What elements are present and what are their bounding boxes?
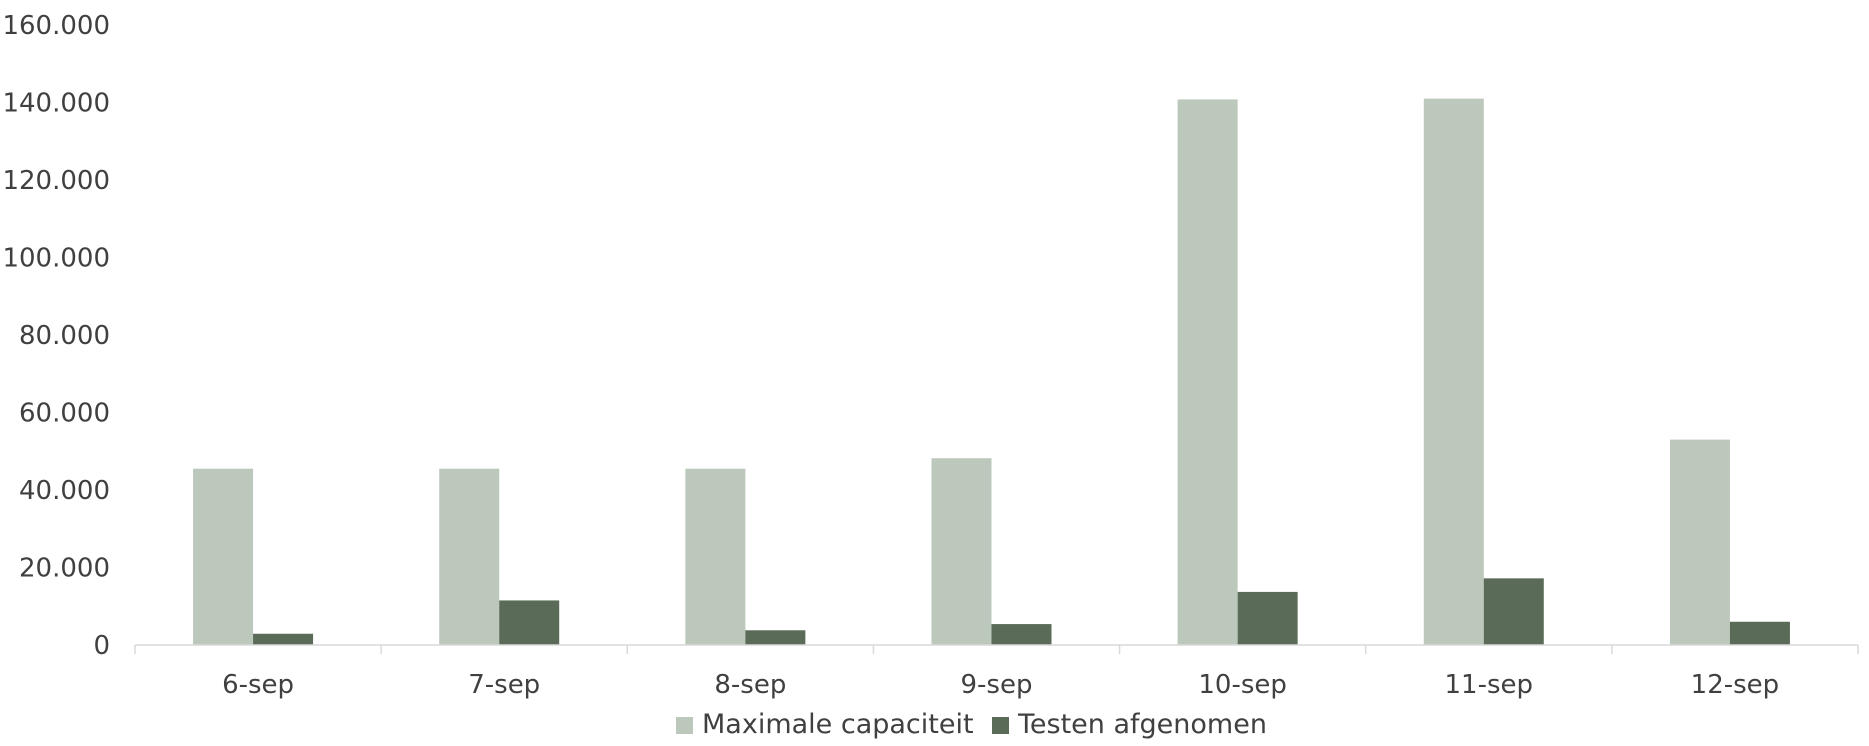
bar-maximale-capaciteit — [1669, 439, 1730, 645]
bar-maximale-capaciteit — [193, 468, 254, 645]
bar-testen-afgenomen — [1483, 578, 1544, 645]
x-tick-label: 10-sep — [1198, 670, 1287, 700]
bar-testen-afgenomen — [745, 630, 806, 645]
x-tick-label: 6-sep — [222, 670, 294, 700]
bar-testen-afgenomen — [1729, 621, 1790, 645]
y-tick-label: 140.000 — [2, 89, 110, 119]
x-tick-label: 12-sep — [1691, 670, 1780, 700]
bar-testen-afgenomen — [253, 633, 314, 645]
legend-swatch — [676, 717, 693, 734]
legend: Maximale capaciteit Testen afgenomen — [676, 709, 1267, 740]
legend-label: Maximale capaciteit — [702, 709, 974, 740]
y-tick-label: 120.000 — [2, 166, 110, 196]
legend-label: Testen afgenomen — [1017, 709, 1267, 740]
y-tick-label: 100.000 — [2, 244, 110, 274]
x-tick-label: 8-sep — [714, 670, 786, 700]
bar-maximale-capaciteit — [439, 468, 500, 645]
y-tick-label: 160.000 — [2, 11, 110, 41]
y-tick-label: 80.000 — [19, 321, 110, 351]
x-tick-label: 7-sep — [468, 670, 540, 700]
bar-maximale-capaciteit — [931, 458, 992, 645]
y-tick-label: 40.000 — [19, 476, 110, 506]
y-tick-label: 0 — [93, 631, 110, 661]
bar-testen-afgenomen — [991, 624, 1052, 645]
bar-maximale-capaciteit — [1177, 99, 1238, 645]
legend-swatch — [992, 717, 1009, 734]
x-axis: 6-sep 7-sep 8-sep 9-sep 10-sep 11-sep 12-sep — [134, 644, 1859, 700]
x-tick-label: 11-sep — [1445, 670, 1534, 700]
y-tick-label: 60.000 — [19, 399, 110, 429]
bars — [193, 98, 1790, 645]
bar-testen-afgenomen — [499, 600, 560, 645]
bar-maximale-capaciteit — [685, 468, 746, 645]
y-axis: 0 20.000 40.000 60.000 80.000 100.000 120.000 1… — [2, 11, 110, 661]
bar-testen-afgenomen — [1237, 591, 1298, 645]
y-tick-label: 20.000 — [19, 554, 110, 584]
bar-maximale-capaciteit — [1423, 98, 1484, 645]
x-tick-label: 9-sep — [961, 670, 1033, 700]
